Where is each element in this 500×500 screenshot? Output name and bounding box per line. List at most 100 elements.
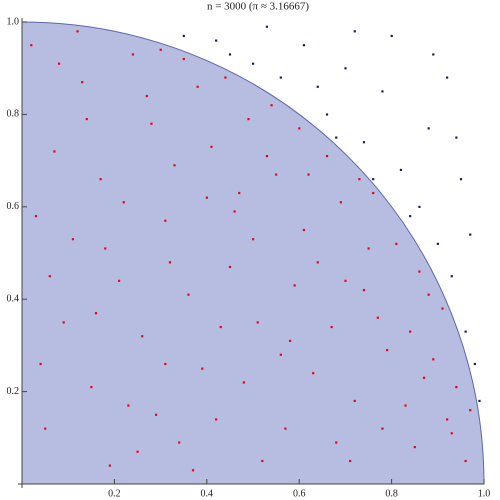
point [446, 76, 449, 79]
x-tick-label: 0.2 [108, 488, 121, 499]
x-tick-label: 0.6 [293, 488, 306, 499]
point [141, 335, 144, 338]
point [252, 62, 255, 65]
point [168, 261, 172, 264]
point [330, 325, 333, 329]
point [279, 76, 282, 79]
point [362, 141, 366, 144]
point [256, 321, 259, 324]
point [413, 446, 416, 449]
point [164, 362, 167, 366]
point [390, 34, 393, 38]
point [242, 381, 245, 384]
point [381, 90, 384, 93]
point [441, 307, 444, 310]
point [205, 196, 208, 199]
point [409, 215, 412, 218]
point [469, 233, 472, 236]
point [302, 44, 306, 47]
point [252, 238, 255, 241]
point [76, 30, 79, 33]
point [335, 441, 338, 444]
point [316, 85, 319, 88]
point [210, 145, 213, 148]
point [325, 154, 329, 158]
point [182, 57, 185, 61]
point [182, 34, 185, 38]
point [344, 279, 347, 282]
point [353, 399, 356, 403]
point [34, 215, 38, 218]
point [399, 168, 403, 172]
point [108, 464, 111, 467]
point [90, 385, 93, 389]
point [275, 173, 278, 176]
point [464, 459, 467, 463]
point [478, 399, 481, 403]
point [455, 136, 458, 139]
point [372, 178, 375, 181]
point [71, 238, 75, 241]
point [409, 330, 412, 333]
point [187, 293, 190, 296]
point [224, 76, 227, 79]
point [312, 372, 315, 375]
point [293, 284, 296, 287]
point [118, 279, 121, 282]
point [372, 191, 375, 195]
point [48, 275, 51, 278]
point [270, 104, 273, 107]
point [404, 404, 407, 407]
point [432, 53, 435, 56]
x-tick-label: 0.4 [201, 488, 214, 499]
point [62, 321, 65, 324]
point [265, 154, 269, 158]
point [418, 205, 421, 208]
point [39, 362, 42, 366]
x-tick-label: 0.8 [385, 488, 398, 499]
point [85, 118, 88, 121]
point [150, 122, 153, 125]
point [30, 44, 33, 47]
x-tick-label: 1.0 [478, 488, 491, 499]
point [344, 67, 347, 70]
point [104, 247, 107, 250]
y-tick-label: 0.2 [7, 386, 20, 397]
point [422, 376, 426, 379]
point [122, 201, 125, 204]
point [427, 127, 430, 130]
y-tick-label: 1.0 [7, 16, 20, 27]
point [53, 150, 56, 153]
point [284, 427, 287, 430]
y-tick-label: 0.6 [7, 201, 20, 212]
point [349, 459, 352, 463]
point [219, 325, 222, 329]
point [469, 409, 472, 412]
circle-region [21, 21, 485, 485]
y-tick-label: 0.4 [7, 293, 20, 304]
point [164, 219, 167, 222]
point [455, 385, 458, 389]
point [418, 270, 421, 273]
point [307, 173, 310, 176]
point [450, 275, 453, 278]
point [154, 413, 158, 416]
point [459, 178, 463, 181]
point [201, 367, 204, 370]
y-tick-label: 0.8 [7, 109, 20, 120]
point [339, 201, 342, 204]
point [446, 418, 449, 421]
point [395, 242, 398, 245]
point [99, 178, 102, 181]
point [81, 81, 84, 84]
point [238, 191, 241, 195]
point [367, 247, 370, 250]
point [464, 330, 467, 333]
point [279, 353, 282, 356]
point [215, 39, 218, 42]
point [228, 53, 232, 56]
point [427, 293, 430, 296]
point [233, 210, 236, 213]
point [298, 127, 301, 130]
